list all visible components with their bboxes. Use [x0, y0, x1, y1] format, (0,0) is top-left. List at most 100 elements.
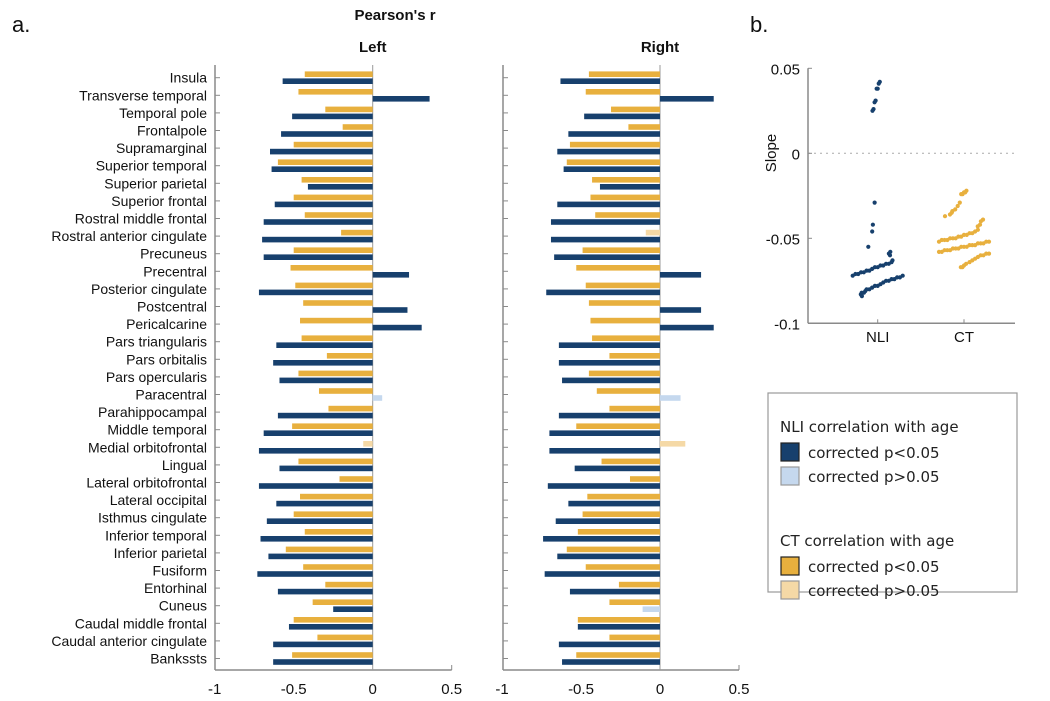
bar-ct-right: [577, 529, 660, 535]
bar-ct-right: [609, 353, 660, 359]
category-label: Rostral anterior cingulate: [51, 228, 207, 244]
scatter-y-tick-label: -0.05: [766, 231, 800, 248]
bar-nli-left: [262, 236, 373, 243]
bar-nli-right: [558, 342, 660, 348]
bar-nli-left: [268, 553, 373, 560]
category-label: Parahippocampal: [98, 404, 207, 420]
bar-ct-left: [304, 71, 373, 77]
bar-nli-left: [281, 131, 373, 137]
scatter-point-nli: [866, 244, 871, 249]
bar-nli-right: [557, 201, 660, 208]
category-label: Precuneus: [140, 246, 207, 262]
scatter-y-tick-label: -0.1: [774, 316, 800, 333]
bar-nli-left: [333, 606, 373, 612]
bar-nli-right: [599, 184, 660, 190]
legend-swatch: [780, 442, 800, 462]
bar-nli-left: [258, 289, 373, 296]
bar-nli-left: [257, 571, 373, 577]
bar-ct-left: [298, 370, 373, 377]
bar-nli-right: [660, 272, 702, 278]
bar-ct-right: [611, 106, 660, 113]
bar-nli-right: [558, 412, 660, 419]
bar-nli-left: [273, 360, 373, 366]
x-tick-label: 0.5: [729, 681, 750, 698]
subplot-title-right: Right: [641, 39, 679, 56]
bar-nli-left: [273, 659, 373, 665]
bar-nli-left: [258, 483, 373, 489]
bar-ct-right: [566, 546, 660, 553]
bar-ct-right: [585, 564, 660, 570]
bar-ct-left: [293, 194, 373, 201]
category-label: Posterior cingulate: [91, 281, 207, 297]
category-label: Insula: [170, 70, 208, 86]
bar-nli-left: [263, 254, 373, 260]
bar-nli-left: [270, 148, 373, 155]
x-tick-label: -1: [495, 681, 508, 698]
bar-nli-left: [258, 448, 373, 454]
scatter-point-ct: [936, 239, 942, 244]
x-tick-label: -0.5: [568, 681, 594, 698]
bar-nli-right: [557, 553, 660, 560]
bar-ct-right: [590, 317, 660, 324]
bar-nli-left: [260, 536, 373, 542]
chart-title: Pearson's r: [354, 7, 435, 24]
bar-ct-left: [339, 476, 373, 482]
bar-ct-right: [596, 388, 660, 394]
bar-ct-right: [576, 265, 660, 271]
bar-ct-left: [295, 282, 373, 289]
category-label: Cuneus: [159, 598, 207, 614]
bar-ct-right: [645, 229, 660, 236]
category-label: Superior temporal: [96, 158, 207, 174]
bar-nli-right: [557, 148, 660, 155]
bar-ct-right: [582, 511, 660, 517]
scatter-point-nli: [876, 81, 881, 86]
bar-ct-left: [293, 247, 373, 253]
bar-ct-right: [577, 617, 660, 623]
scatter-y-tick-label: 0: [792, 146, 800, 163]
bar-nli-right: [544, 571, 660, 577]
scatter-x-tick-label: CT: [954, 329, 974, 346]
bar-nli-right: [568, 500, 660, 507]
bar-nli-right: [549, 430, 660, 436]
category-label: Isthmus cingulate: [98, 510, 207, 526]
bar-ct-left: [298, 458, 373, 465]
bar-ct-right: [590, 194, 660, 201]
category-label: Precentral: [143, 263, 207, 279]
bar-ct-left: [301, 177, 373, 183]
bar-ct-right: [629, 476, 660, 482]
bar-nli-right: [569, 588, 660, 595]
bar-ct-left: [303, 300, 373, 306]
legend-group-title: NLI correlation with age: [780, 418, 959, 436]
bar-nli-left: [263, 430, 373, 436]
scatter-point-nli: [887, 253, 893, 258]
bar-nli-right: [563, 166, 660, 172]
bar-nli-right: [554, 254, 660, 260]
bar-nli-left: [279, 465, 373, 472]
category-label: Fusiform: [153, 563, 207, 579]
bar-ct-left: [293, 617, 373, 623]
bar-nli-right: [550, 236, 660, 243]
category-label: Pars triangularis: [106, 334, 207, 350]
scatter-point-nli: [872, 200, 877, 205]
bar-nli-left: [372, 272, 410, 278]
bar-nli-left: [372, 96, 430, 102]
bar-nli-left: [282, 78, 373, 84]
bar-nli-right: [574, 465, 660, 472]
bar-nli-left: [276, 500, 373, 507]
bar-nli-right: [577, 624, 660, 630]
category-label: Caudal anterior cingulate: [51, 633, 207, 649]
category-label: Inferior temporal: [105, 527, 207, 543]
bar-nli-left: [372, 324, 422, 331]
bar-ct-left: [303, 564, 373, 570]
bar-nli-right: [568, 131, 660, 137]
bar-ct-right: [592, 335, 660, 341]
scatter-point-nli: [859, 294, 865, 299]
bar-ct-right: [601, 458, 660, 465]
bar-ct-left: [328, 405, 373, 412]
category-label: Rostral middle frontal: [75, 211, 207, 227]
scatter-point-nli: [870, 229, 875, 234]
legend-swatch: [780, 580, 800, 600]
bar-ct-right: [569, 141, 660, 148]
bar-nli-left: [274, 201, 373, 208]
category-label: Caudal middle frontal: [75, 615, 207, 631]
